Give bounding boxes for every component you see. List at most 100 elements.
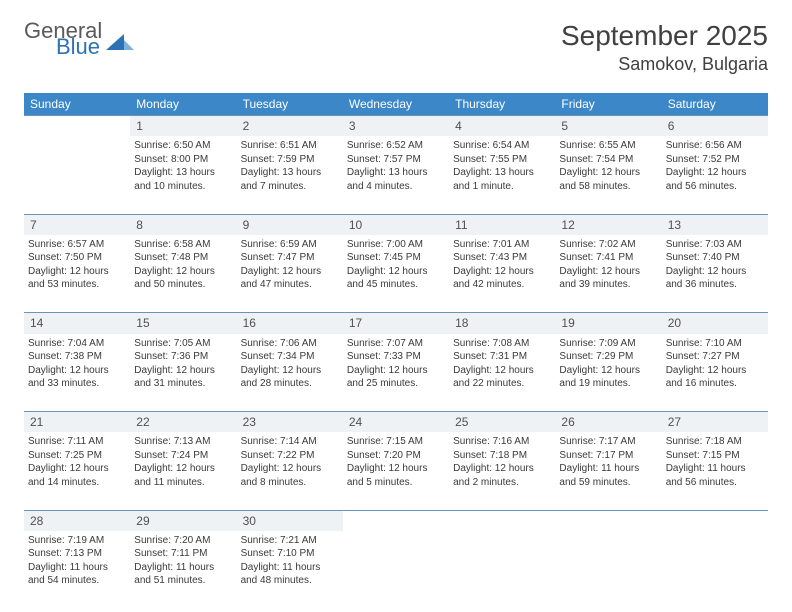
week-row: Sunrise: 7:04 AMSunset: 7:38 PMDaylight:… bbox=[24, 334, 768, 412]
day-number: 24 bbox=[343, 412, 449, 433]
daylight-line: Daylight: 12 hours and 36 minutes. bbox=[666, 265, 764, 292]
week-row: Sunrise: 6:57 AMSunset: 7:50 PMDaylight:… bbox=[24, 235, 768, 313]
sunset-line: Sunset: 7:15 PM bbox=[666, 449, 764, 463]
sunrise-line: Sunrise: 7:21 AM bbox=[241, 534, 339, 548]
sunrise-line: Sunrise: 7:14 AM bbox=[241, 435, 339, 449]
daylight-line: Daylight: 12 hours and 2 minutes. bbox=[453, 462, 551, 489]
sunrise-line: Sunrise: 7:07 AM bbox=[347, 337, 445, 351]
daylight-line: Daylight: 11 hours and 48 minutes. bbox=[241, 561, 339, 588]
day-cell bbox=[555, 531, 661, 609]
day-cell: Sunrise: 7:14 AMSunset: 7:22 PMDaylight:… bbox=[237, 432, 343, 510]
sunrise-line: Sunrise: 6:57 AM bbox=[28, 238, 126, 252]
sunrise-line: Sunrise: 6:52 AM bbox=[347, 139, 445, 153]
day-number-row: 14151617181920 bbox=[24, 313, 768, 334]
sunset-line: Sunset: 7:54 PM bbox=[559, 153, 657, 167]
sunset-line: Sunset: 7:55 PM bbox=[453, 153, 551, 167]
sunrise-line: Sunrise: 7:17 AM bbox=[559, 435, 657, 449]
day-cell: Sunrise: 6:50 AMSunset: 8:00 PMDaylight:… bbox=[130, 136, 236, 214]
day-cell: Sunrise: 6:56 AMSunset: 7:52 PMDaylight:… bbox=[662, 136, 768, 214]
daylight-line: Daylight: 13 hours and 1 minute. bbox=[453, 166, 551, 193]
sunrise-line: Sunrise: 6:59 AM bbox=[241, 238, 339, 252]
sunrise-line: Sunrise: 6:55 AM bbox=[559, 139, 657, 153]
sunrise-line: Sunrise: 7:09 AM bbox=[559, 337, 657, 351]
day-number: 21 bbox=[24, 412, 130, 433]
day-cell: Sunrise: 7:07 AMSunset: 7:33 PMDaylight:… bbox=[343, 334, 449, 412]
day-cell: Sunrise: 6:57 AMSunset: 7:50 PMDaylight:… bbox=[24, 235, 130, 313]
day-number: 14 bbox=[24, 313, 130, 334]
weekday-header: Tuesday bbox=[237, 93, 343, 116]
day-cell: Sunrise: 7:17 AMSunset: 7:17 PMDaylight:… bbox=[555, 432, 661, 510]
sunrise-line: Sunrise: 6:56 AM bbox=[666, 139, 764, 153]
sunrise-line: Sunrise: 6:50 AM bbox=[134, 139, 232, 153]
weekday-header: Thursday bbox=[449, 93, 555, 116]
day-number: 3 bbox=[343, 116, 449, 137]
day-cell bbox=[662, 531, 768, 609]
daylight-line: Daylight: 13 hours and 4 minutes. bbox=[347, 166, 445, 193]
week-row: Sunrise: 7:11 AMSunset: 7:25 PM Daylight:… bbox=[24, 432, 768, 510]
daylight-line: Daylight: 12 hours and 31 minutes. bbox=[134, 364, 232, 391]
week-row: Sunrise: 6:50 AMSunset: 8:00 PMDaylight:… bbox=[24, 136, 768, 214]
sunset-line: Sunset: 7:11 PM bbox=[134, 547, 232, 561]
daylight-line: Daylight: 13 hours and 10 minutes. bbox=[134, 166, 232, 193]
sunset-line: Sunset: 7:47 PM bbox=[241, 251, 339, 265]
day-number: 15 bbox=[130, 313, 236, 334]
weekday-header: Friday bbox=[555, 93, 661, 116]
day-number: 18 bbox=[449, 313, 555, 334]
location: Samokov, Bulgaria bbox=[561, 54, 768, 75]
weekday-header: Monday bbox=[130, 93, 236, 116]
daylight-line: Daylight: 12 hours and 5 minutes. bbox=[347, 462, 445, 489]
day-cell: Sunrise: 7:05 AMSunset: 7:36 PMDaylight:… bbox=[130, 334, 236, 412]
daylight-line: Daylight: 11 hours and 59 minutes. bbox=[559, 462, 657, 489]
daylight-line: Daylight: 12 hours and 28 minutes. bbox=[241, 364, 339, 391]
sunset-line: Sunset: 7:43 PM bbox=[453, 251, 551, 265]
sunrise-line: Sunrise: 7:11 AM bbox=[28, 435, 126, 449]
daylight-line: Daylight: 12 hours and 16 minutes. bbox=[666, 364, 764, 391]
sunrise-line: Sunrise: 7:15 AM bbox=[347, 435, 445, 449]
sunrise-line: Sunrise: 7:00 AM bbox=[347, 238, 445, 252]
day-cell: Sunrise: 6:52 AMSunset: 7:57 PMDaylight:… bbox=[343, 136, 449, 214]
header: General Blue September 2025 Samokov, Bul… bbox=[24, 20, 768, 75]
sunrise-line: Sunrise: 7:06 AM bbox=[241, 337, 339, 351]
day-cell: Sunrise: 7:06 AMSunset: 7:34 PMDaylight:… bbox=[237, 334, 343, 412]
sunset-line: Sunset: 7:10 PM bbox=[241, 547, 339, 561]
sunset-line: Sunset: 7:25 PM bbox=[28, 449, 126, 463]
day-cell: Sunrise: 7:10 AMSunset: 7:27 PMDaylight:… bbox=[662, 334, 768, 412]
day-number: 26 bbox=[555, 412, 661, 433]
daylight-line: Daylight: 12 hours and 25 minutes. bbox=[347, 364, 445, 391]
day-number: 5 bbox=[555, 116, 661, 137]
day-number: 2 bbox=[237, 116, 343, 137]
daylight-line: Daylight: 12 hours and 53 minutes. bbox=[28, 265, 126, 292]
sunset-line: Sunset: 7:24 PM bbox=[134, 449, 232, 463]
sunrise-line: Sunrise: 7:04 AM bbox=[28, 337, 126, 351]
sunset-line: Sunset: 7:50 PM bbox=[28, 251, 126, 265]
sunset-line: Sunset: 7:41 PM bbox=[559, 251, 657, 265]
daylight-line: Daylight: 11 hours and 51 minutes. bbox=[134, 561, 232, 588]
day-cell bbox=[449, 531, 555, 609]
day-cell: Sunrise: 7:20 AMSunset: 7:11 PMDaylight:… bbox=[130, 531, 236, 609]
day-cell: Sunrise: 7:15 AMSunset: 7:20 PMDaylight:… bbox=[343, 432, 449, 510]
sunset-line: Sunset: 7:20 PM bbox=[347, 449, 445, 463]
day-number bbox=[662, 510, 768, 531]
day-number: 28 bbox=[24, 510, 130, 531]
sunset-line: Sunset: 7:33 PM bbox=[347, 350, 445, 364]
logo-word-2: Blue bbox=[56, 36, 102, 58]
daylight-line: Daylight: 11 hours and 54 minutes. bbox=[28, 561, 126, 588]
day-number: 12 bbox=[555, 214, 661, 235]
day-number-row: 282930 bbox=[24, 510, 768, 531]
day-cell: Sunrise: 7:01 AMSunset: 7:43 PMDaylight:… bbox=[449, 235, 555, 313]
sunset-line: Sunset: 7:17 PM bbox=[559, 449, 657, 463]
sunset-line: Sunset: 7:22 PM bbox=[241, 449, 339, 463]
day-number: 27 bbox=[662, 412, 768, 433]
sunrise-line: Sunrise: 7:20 AM bbox=[134, 534, 232, 548]
sunrise-line: Sunrise: 7:02 AM bbox=[559, 238, 657, 252]
day-number-row: 21222324252627 bbox=[24, 412, 768, 433]
day-number: 25 bbox=[449, 412, 555, 433]
sunset-line: Sunset: 7:45 PM bbox=[347, 251, 445, 265]
day-cell bbox=[343, 531, 449, 609]
sunset-line: Sunset: 7:36 PM bbox=[134, 350, 232, 364]
daylight-line: Daylight: 12 hours and 19 minutes. bbox=[559, 364, 657, 391]
sunrise-line: Sunrise: 7:18 AM bbox=[666, 435, 764, 449]
daylight-line: Daylight: 12 hours and 8 minutes. bbox=[241, 462, 339, 489]
sunrise-line: Sunrise: 6:54 AM bbox=[453, 139, 551, 153]
title-block: September 2025 Samokov, Bulgaria bbox=[561, 20, 768, 75]
